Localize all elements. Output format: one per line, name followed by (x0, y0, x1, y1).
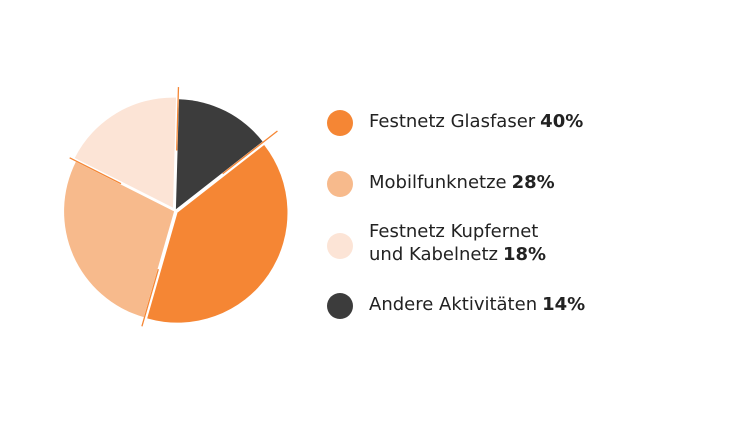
legend-label-line-2: und Kabelnetz (369, 244, 498, 265)
legend-item-festnetz-kupfernet: Festnetz Kupfernet und Kabelnetz 18% (327, 220, 546, 266)
slice-separator-line (69, 157, 122, 185)
legend-value: 28% (511, 172, 555, 193)
legend-value: 14% (542, 294, 586, 315)
legend-swatch-festnetz-glasfaser (327, 110, 353, 136)
legend-item-mobilfunknetze: Mobilfunknetze 28% (327, 171, 555, 197)
legend-label-line-1: Festnetz Kupfernet (369, 221, 539, 242)
legend-label: Andere Aktivitäten (369, 294, 538, 315)
legend-value: 18% (502, 244, 547, 265)
slice-separator-line (176, 87, 180, 151)
legend-label: Mobilfunknetze (369, 172, 507, 193)
legend-swatch-andere-aktivitaeten (327, 293, 353, 319)
slice-separator-line (222, 130, 278, 175)
pie-slice-mobilfunknetze (64, 161, 175, 318)
pie-slice-festnetz-kupfernet-und-kabelnetz (74, 97, 177, 208)
slice-separator-line (141, 268, 159, 327)
legend-swatch-mobilfunknetze (327, 171, 353, 197)
legend-item-festnetz-glasfaser: Festnetz Glasfaser 40% (327, 110, 583, 136)
legend-swatch-festnetz-kupfernet (327, 233, 353, 259)
legend-label: Festnetz Glasfaser (369, 111, 536, 132)
pie-chart-svg (64, 87, 288, 327)
pie-slice-festnetz-glasfaser (147, 144, 288, 323)
legend-value: 40% (540, 111, 584, 132)
legend-item-andere-aktivitaeten: Andere Aktivitäten 14% (327, 293, 585, 319)
pie-chart (0, 0, 320, 423)
pie-slice-andere-aktivit-ten (175, 99, 263, 210)
legend: Festnetz Glasfaser 40% Mobilfunknetze 28% … (327, 0, 747, 423)
